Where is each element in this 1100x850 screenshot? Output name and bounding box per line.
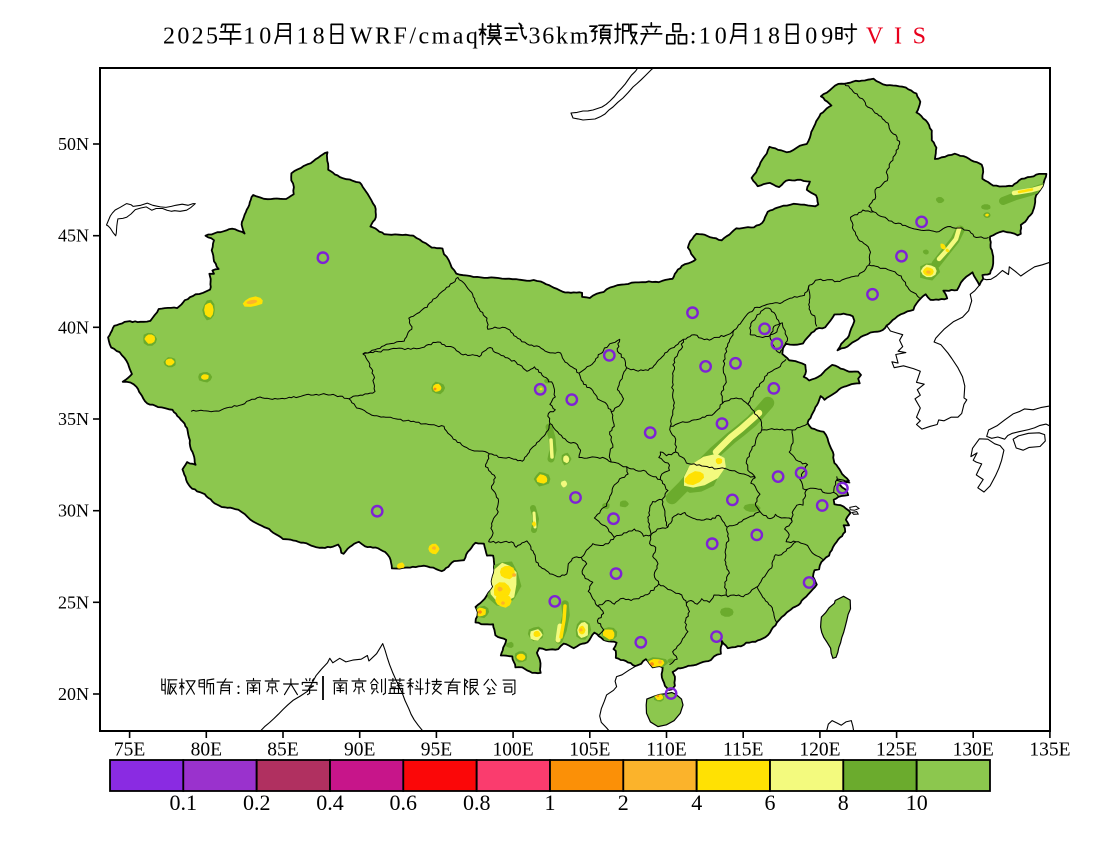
svg-text:85E: 85E — [267, 740, 298, 761]
svg-text:6: 6 — [765, 790, 776, 815]
svg-text:0.2: 0.2 — [243, 790, 271, 815]
svg-text:135E: 135E — [1029, 740, 1070, 761]
svg-text:VIS: VIS — [866, 24, 926, 50]
svg-text:100E: 100E — [493, 740, 534, 761]
svg-text:0.1: 0.1 — [170, 790, 198, 815]
svg-text:WRF/cmaq: WRF/cmaq — [350, 24, 478, 50]
svg-text:130E: 130E — [953, 740, 994, 761]
svg-text::: : — [236, 678, 241, 698]
svg-text:90E: 90E — [344, 740, 375, 761]
svg-text:105E: 105E — [569, 740, 610, 761]
svg-text:75E: 75E — [114, 740, 145, 761]
svg-text:0.4: 0.4 — [316, 790, 344, 815]
svg-text:110E: 110E — [646, 740, 686, 761]
svg-text::: : — [690, 24, 697, 50]
svg-text:80E: 80E — [191, 740, 222, 761]
svg-text:36km: 36km — [529, 24, 589, 50]
svg-text:45N: 45N — [58, 226, 89, 246]
svg-text:0.6: 0.6 — [390, 790, 418, 815]
svg-text:20N: 20N — [58, 684, 89, 704]
svg-text:35N: 35N — [58, 409, 89, 429]
svg-text:115E: 115E — [723, 740, 763, 761]
svg-text:120E: 120E — [799, 740, 840, 761]
svg-text:0.8: 0.8 — [463, 790, 491, 815]
svg-text:1: 1 — [545, 790, 556, 815]
svg-text:95E: 95E — [421, 740, 452, 761]
svg-text:25N: 25N — [58, 592, 89, 612]
svg-text:4: 4 — [691, 790, 702, 815]
svg-text:10: 10 — [906, 790, 928, 815]
svg-text:50N: 50N — [58, 134, 89, 154]
svg-text:30N: 30N — [58, 501, 89, 521]
svg-text:125E: 125E — [876, 740, 917, 761]
svg-text:40N: 40N — [58, 317, 89, 337]
svg-text:8: 8 — [838, 790, 849, 815]
svg-text:2: 2 — [618, 790, 629, 815]
